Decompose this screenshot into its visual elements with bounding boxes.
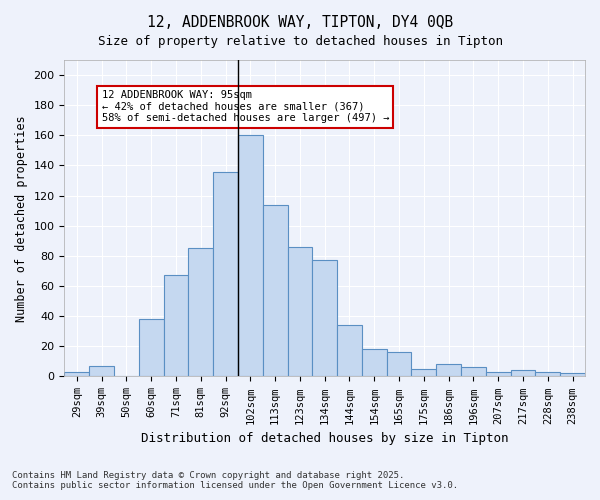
Bar (238, 136, 263, 376)
Bar (436, 364, 461, 376)
Bar (139, 319, 164, 376)
Bar (263, 204, 287, 376)
Bar (213, 172, 238, 376)
Text: 12 ADDENBROOK WAY: 95sqm
← 42% of detached houses are smaller (367)
58% of semi-: 12 ADDENBROOK WAY: 95sqm ← 42% of detach… (101, 90, 389, 124)
Bar (313, 260, 337, 376)
Bar (287, 247, 313, 376)
Text: Size of property relative to detached houses in Tipton: Size of property relative to detached ho… (97, 35, 503, 48)
Bar (461, 368, 486, 376)
Bar (386, 352, 412, 376)
Bar (486, 372, 511, 376)
Text: Contains HM Land Registry data © Crown copyright and database right 2025.
Contai: Contains HM Land Registry data © Crown c… (12, 470, 458, 490)
Y-axis label: Number of detached properties: Number of detached properties (15, 115, 28, 322)
Bar (535, 372, 560, 376)
Bar (337, 325, 362, 376)
Bar (362, 350, 386, 376)
Bar (89, 366, 114, 376)
Bar (164, 276, 188, 376)
Text: 12, ADDENBROOK WAY, TIPTON, DY4 0QB: 12, ADDENBROOK WAY, TIPTON, DY4 0QB (147, 15, 453, 30)
Bar (511, 370, 535, 376)
X-axis label: Distribution of detached houses by size in Tipton: Distribution of detached houses by size … (141, 432, 508, 445)
Bar (560, 374, 585, 376)
Bar (412, 369, 436, 376)
Bar (188, 248, 213, 376)
Bar (64, 372, 89, 376)
